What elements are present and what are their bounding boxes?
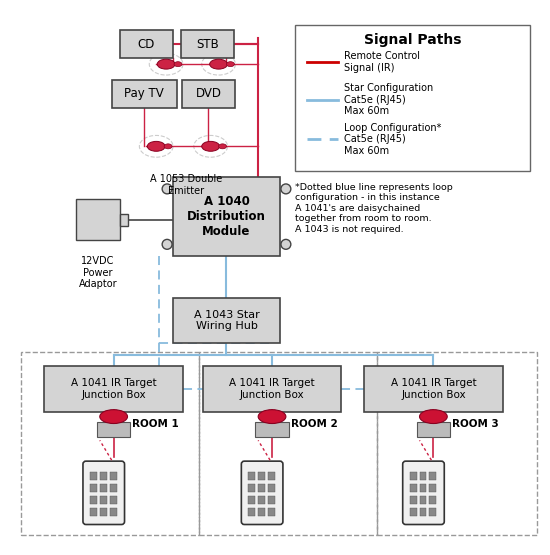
Ellipse shape [210, 59, 228, 69]
Bar [268, 496, 275, 504]
FancyBboxPatch shape [403, 461, 444, 524]
Bar [109, 496, 117, 504]
Bar [182, 80, 235, 108]
Text: Loop Configuration*
Cat5e (RJ45)
Max 60m: Loop Configuration* Cat5e (RJ45) Max 60m [344, 123, 442, 156]
FancyBboxPatch shape [241, 461, 283, 524]
Bar [430, 508, 436, 516]
Text: Signal Paths: Signal Paths [364, 33, 461, 47]
Text: A 1041 IR Target
Junction Box: A 1041 IR Target Junction Box [229, 378, 315, 400]
Bar [90, 472, 97, 480]
Bar [109, 472, 117, 480]
Bar [258, 472, 265, 480]
Bar [248, 508, 255, 516]
Bar [430, 496, 436, 504]
Bar [90, 508, 97, 516]
FancyBboxPatch shape [83, 461, 124, 524]
Bar [410, 496, 416, 504]
Text: CD: CD [138, 38, 155, 51]
Ellipse shape [164, 144, 172, 149]
Bar [109, 484, 117, 492]
Ellipse shape [174, 62, 182, 67]
Text: A 1040
Distribution
Module: A 1040 Distribution Module [187, 195, 266, 238]
Ellipse shape [218, 144, 227, 149]
Bar [420, 496, 426, 504]
Text: A 1041 IR Target
Junction Box: A 1041 IR Target Junction Box [71, 378, 156, 400]
Bar [258, 484, 265, 492]
Bar [112, 80, 177, 108]
Bar [430, 484, 436, 492]
Text: A 1043 Star
Wiring Hub: A 1043 Star Wiring Hub [194, 310, 260, 331]
Bar [268, 484, 275, 492]
Bar [109, 508, 117, 516]
Bar [268, 508, 275, 516]
Bar [173, 177, 280, 256]
Bar [248, 472, 255, 480]
Ellipse shape [202, 142, 219, 152]
Text: *Dotted blue line represents loop
configuration - in this instance
A 1041's are : *Dotted blue line represents loop config… [295, 183, 453, 234]
Circle shape [162, 184, 172, 194]
Circle shape [281, 239, 291, 249]
Bar [45, 366, 183, 412]
Bar [181, 31, 234, 58]
Bar [20, 352, 199, 536]
Bar [258, 508, 265, 516]
Bar [100, 496, 107, 504]
Bar [248, 496, 255, 504]
Text: A 1053 Double
Emitter: A 1053 Double Emitter [150, 174, 222, 196]
Text: ROOM 1: ROOM 1 [132, 418, 179, 428]
Bar [430, 472, 436, 480]
Bar [173, 298, 280, 344]
Text: Remote Control
Signal (IR): Remote Control Signal (IR) [344, 52, 420, 73]
Bar [119, 214, 128, 225]
Ellipse shape [147, 142, 165, 152]
Bar [410, 508, 416, 516]
Ellipse shape [258, 410, 286, 423]
Bar [420, 484, 426, 492]
Circle shape [281, 184, 291, 194]
Text: 12VDC
Power
Adaptor: 12VDC Power Adaptor [79, 256, 117, 289]
Bar [420, 508, 426, 516]
Bar [416, 422, 450, 437]
Text: STB: STB [196, 38, 219, 51]
Bar [364, 366, 503, 412]
Bar [100, 508, 107, 516]
Bar [199, 352, 377, 536]
Bar [76, 199, 119, 240]
Text: A 1041 IR Target
Junction Box: A 1041 IR Target Junction Box [390, 378, 476, 400]
Text: Star Configuration
Cat5e (RJ45)
Max 60m: Star Configuration Cat5e (RJ45) Max 60m [344, 83, 433, 117]
Bar [248, 484, 255, 492]
Bar [203, 366, 342, 412]
Ellipse shape [227, 62, 234, 67]
Ellipse shape [420, 410, 447, 423]
Ellipse shape [157, 59, 175, 69]
Bar [295, 24, 530, 171]
Bar [410, 472, 416, 480]
Bar [119, 31, 173, 58]
Circle shape [162, 239, 172, 249]
Bar [268, 472, 275, 480]
Bar [255, 422, 289, 437]
Ellipse shape [100, 410, 128, 423]
Bar [90, 496, 97, 504]
Bar [100, 472, 107, 480]
Bar [410, 484, 416, 492]
Bar [97, 422, 130, 437]
Bar [377, 352, 537, 536]
Bar [420, 472, 426, 480]
Bar [100, 484, 107, 492]
Text: Pay TV: Pay TV [124, 87, 164, 100]
Text: DVD: DVD [196, 87, 222, 100]
Bar [258, 496, 265, 504]
Text: ROOM 3: ROOM 3 [452, 418, 499, 428]
Text: ROOM 2: ROOM 2 [290, 418, 337, 428]
Bar [90, 484, 97, 492]
